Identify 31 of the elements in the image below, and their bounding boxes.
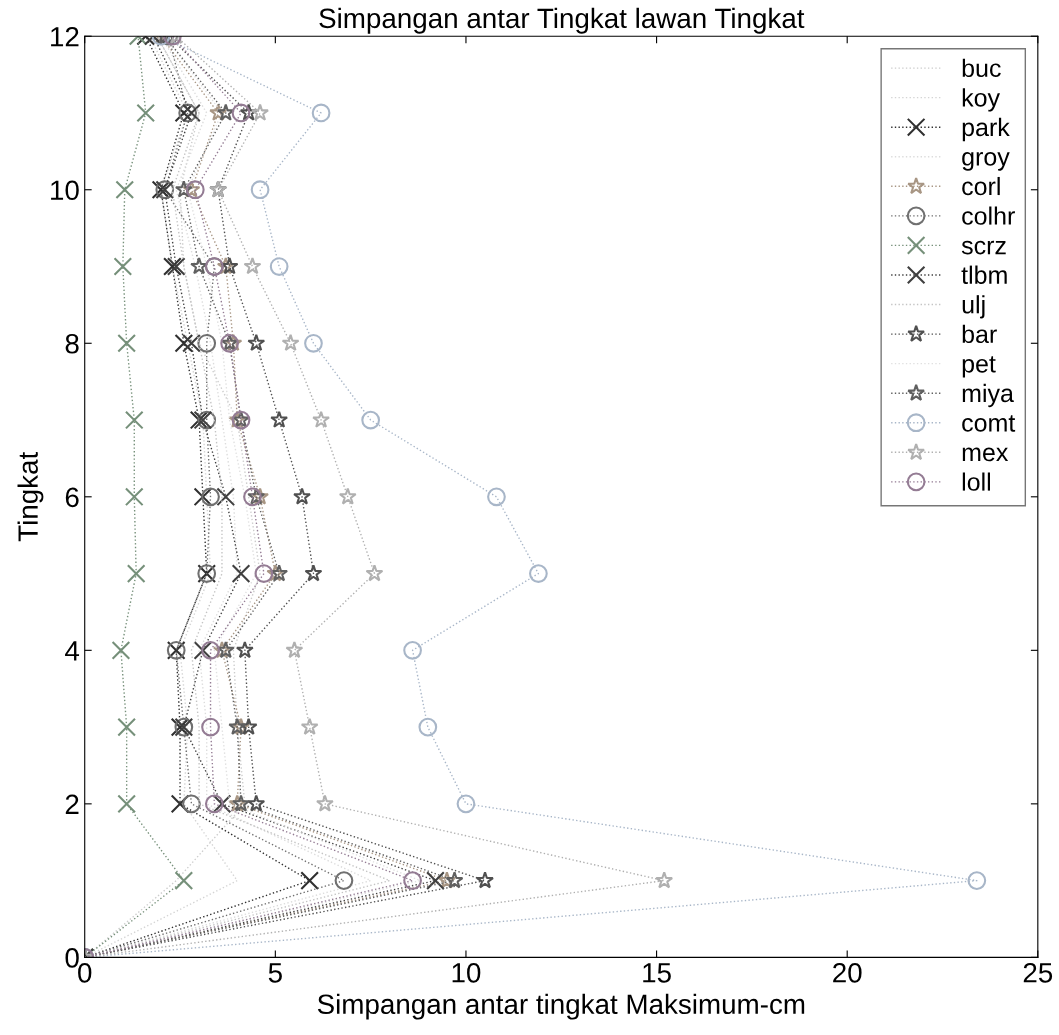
x-tick-label: 5 — [268, 963, 282, 983]
x-tick-label: 0 — [78, 962, 92, 983]
legend-label: corl — [962, 176, 1000, 196]
y-tick-label: 2 — [65, 794, 79, 814]
chart-title: Simpangan antar Tingkat lawan Tingkat — [319, 7, 805, 34]
x-tick-label: 15 — [643, 963, 671, 983]
legend-label: pet — [962, 356, 996, 378]
legend-label: mex — [962, 447, 1009, 462]
legend-label: miya — [962, 383, 1014, 408]
x-axis-title: Simpangan antar tingkat Maksimum-cm — [317, 993, 805, 1020]
legend-label: comt — [962, 415, 1016, 432]
legend-label: buc — [962, 58, 1001, 78]
x-tick-label: 20 — [833, 962, 862, 983]
legend-label: scrz — [961, 240, 1006, 255]
legend-label: koy — [962, 88, 1000, 112]
y-tick-label: 6 — [65, 487, 79, 508]
legend-label: tlbm — [961, 265, 1007, 284]
legend-label: bar — [962, 324, 997, 344]
y-tick-label: 4 — [65, 641, 80, 661]
y-axis-title: Tingkat — [17, 451, 44, 542]
legend-label: park — [962, 117, 1010, 142]
y-tick-label: 10 — [51, 180, 79, 201]
legend-label: ulj — [962, 295, 985, 319]
y-tick-label: 8 — [65, 333, 79, 354]
y-tick-label: 12 — [51, 26, 79, 47]
y-tick-label: 0 — [65, 948, 79, 968]
legend-label: groy — [962, 152, 1010, 171]
x-tick-label: 25 — [1023, 962, 1053, 983]
legend-label: colhr — [962, 206, 1015, 225]
legend-label: loll — [962, 472, 991, 491]
x-tick-label: 10 — [452, 962, 481, 983]
